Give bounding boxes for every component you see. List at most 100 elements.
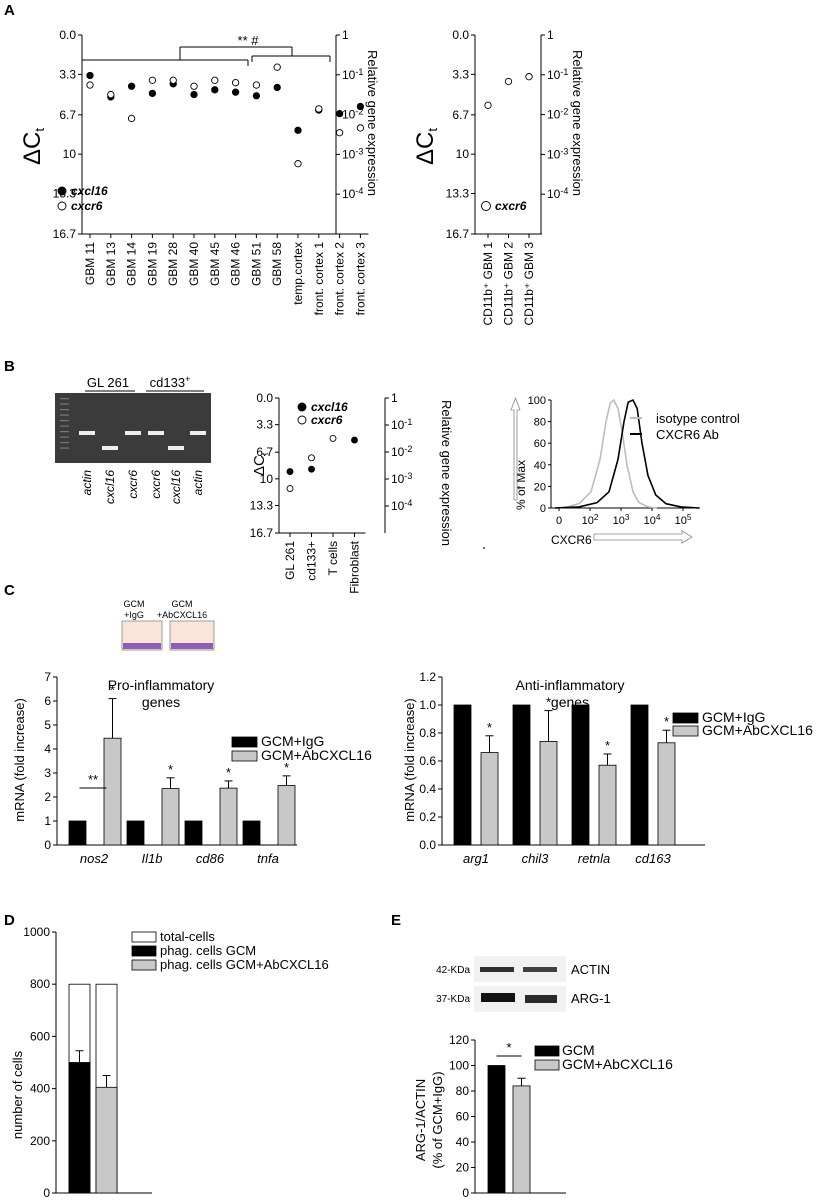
A2-ytick-label: 0.0 bbox=[452, 28, 469, 42]
C-pro-legend-label-igg: GCM+IgG bbox=[261, 733, 324, 749]
flow-xtick-label: 104 bbox=[644, 513, 661, 527]
E-blot-band-arg1-gcm bbox=[481, 993, 515, 1002]
gel-lane-label-5: actin bbox=[191, 470, 205, 496]
B_dct-ylabel: ΔCt bbox=[251, 452, 270, 476]
D-ytick-label: 400 bbox=[30, 1082, 50, 1096]
A2-point-cxcr6-1 bbox=[504, 77, 513, 86]
A1-point-cxcr6-2 bbox=[127, 114, 136, 123]
C_anti-ytick-label: 0.4 bbox=[419, 782, 436, 796]
B_dct-ytick-label: 13.3 bbox=[250, 499, 274, 513]
gel-band-actin bbox=[190, 431, 206, 435]
A2-legend-label-cxcr6: cxcr6 bbox=[495, 199, 527, 213]
E-legend-label-ab: GCM+AbCXCL16 bbox=[562, 1056, 673, 1072]
stray-dot bbox=[483, 547, 485, 549]
C_pro-ytick-label: 7 bbox=[44, 670, 51, 684]
C-anti-legend-label-ab: GCM+AbCXCL16 bbox=[702, 722, 813, 738]
schematic-well-label-line2-1: +AbCXCL16 bbox=[157, 610, 207, 620]
E-blot-label-arg1: ARG-1 bbox=[571, 991, 611, 1006]
B_dct-ytick-label: 16.7 bbox=[250, 526, 274, 540]
B_dct-xtick-label-cd133-: cd133+ bbox=[305, 541, 319, 581]
D-ytick-label: 200 bbox=[30, 1134, 50, 1148]
A1-point-cxcr6-3 bbox=[148, 76, 157, 84]
E-blot-band-actin-gcm bbox=[480, 967, 514, 972]
A1-ytick-label: 3.3 bbox=[59, 67, 76, 81]
A1-y2tick-label: 10-4 bbox=[342, 186, 363, 201]
C-anti-xtick-label-chil3: chil3 bbox=[522, 851, 550, 866]
A1-point-cxcr6-13 bbox=[356, 124, 365, 132]
A1-point-cxcr6-0 bbox=[86, 81, 94, 89]
flow-legend-label-isotype: isotype control bbox=[656, 411, 740, 426]
gel-lane-label-2: cxcr6 bbox=[126, 470, 140, 499]
gel-ladder-band bbox=[60, 447, 69, 449]
C-anti-sig-cd163: * bbox=[664, 714, 669, 729]
gel-image bbox=[55, 393, 211, 463]
A1-point-cxcl16-9 bbox=[273, 83, 281, 92]
C-anti-bar-retnla-gcm-abcxcl16 bbox=[598, 764, 617, 846]
gel-lane-label-3: cxcr6 bbox=[149, 470, 163, 499]
B_dct-point-cxcl16-3 bbox=[351, 436, 358, 444]
C-anti-bar-arg1-gcm-abcxcl16 bbox=[480, 752, 499, 846]
flow-legend-label-cxcr6: CXCR6 Ab bbox=[656, 427, 719, 442]
A2-y2label: Relative gene expression bbox=[570, 50, 585, 196]
C_anti-ytick-label: 1.2 bbox=[419, 670, 436, 684]
B_dct-ytick-label: 3.3 bbox=[256, 418, 273, 432]
A2-y2tick-label: 10-1 bbox=[547, 67, 568, 82]
B_dct-y2tick-label: 10-3 bbox=[391, 471, 412, 486]
B_dct-xtick-label-t-cells: T cells bbox=[326, 541, 340, 575]
C_pro-ytick-label: 6 bbox=[44, 694, 51, 708]
gel-ladder-band bbox=[60, 425, 69, 427]
A1-point-cxcr6-8 bbox=[252, 81, 261, 89]
E-ytick-label: 20 bbox=[456, 1161, 470, 1175]
gel-band-cxcr6 bbox=[125, 431, 141, 435]
C-pro-legend-swatch-igg bbox=[231, 736, 258, 748]
A2-y2tick-label: 1 bbox=[547, 28, 554, 42]
C_pro-ytick-label: 5 bbox=[44, 718, 51, 732]
B_dct-point-cxcl16-1 bbox=[308, 465, 315, 473]
A1-point-cxcr6-11 bbox=[315, 105, 323, 113]
A1-ytick-label: 6.7 bbox=[59, 108, 76, 122]
D-legend-label-phag-cells-gcm-abcxcl16: phag. cells GCM+AbCXCL16 bbox=[160, 957, 329, 972]
E-ytick-label: 80 bbox=[456, 1084, 470, 1098]
C-pro-title-line1: Pro-inflammatory bbox=[108, 677, 215, 693]
A1-ytick-label: 10 bbox=[63, 147, 77, 161]
gel-lane-label-4: cxcl16 bbox=[169, 470, 183, 504]
E-sig: * bbox=[506, 1040, 511, 1055]
C-anti-bar-retnla-gcm-igg bbox=[571, 704, 590, 846]
A1-point-cxcr6-12 bbox=[335, 129, 344, 137]
C-pro-bar-nos2-gcm-igg bbox=[68, 820, 87, 846]
A1-point-cxcl16-13 bbox=[356, 102, 365, 111]
A1-point-cxcl16-10 bbox=[294, 126, 302, 134]
A1-y2tick-label: 10-1 bbox=[342, 67, 363, 82]
C_pro-ytick-label: 4 bbox=[44, 742, 51, 756]
D-ylabel: number of cells bbox=[10, 1050, 25, 1139]
C-anti-bar-cd163-gcm-igg bbox=[630, 704, 649, 846]
E-ytick-label: 100 bbox=[449, 1059, 469, 1073]
C_pro-ytick-label: 3 bbox=[44, 766, 51, 780]
A1-legend-label-cxcl16: cxcl16 bbox=[71, 184, 108, 198]
C-anti-bar-arg1-gcm-igg bbox=[453, 704, 472, 846]
B_dct-xtick-label-fibroblast: Fibroblast bbox=[348, 540, 362, 593]
C-pro-legend-swatch-ab bbox=[231, 750, 258, 762]
E-legend-swatch-ab bbox=[534, 1059, 560, 1071]
E-legend-swatch-gcm bbox=[534, 1045, 560, 1057]
C-pro-bar-tnfa-gcm-abcxcl16 bbox=[277, 785, 296, 846]
E-blot-band-arg1-ab bbox=[525, 995, 557, 1003]
flow-ytick-label: 100 bbox=[528, 395, 546, 407]
D-bar-phag-gcm-abcxcl16 bbox=[95, 1086, 118, 1194]
gel-ladder-band bbox=[60, 436, 69, 438]
A1-point-cxcr6-1 bbox=[107, 90, 115, 99]
gel-band-cxcr6 bbox=[148, 431, 164, 435]
flow-xtick-label: 102 bbox=[582, 513, 599, 527]
B-legend-marker-cxcr6 bbox=[297, 415, 307, 425]
D-legend-swatch-phag-cells-gcm-abcxcl16 bbox=[131, 959, 157, 971]
flow-ytick-label: 20 bbox=[534, 481, 546, 493]
C_anti-ytick-label: 0.8 bbox=[419, 726, 436, 740]
C-anti-bar-chil3-gcm-igg bbox=[512, 704, 531, 846]
gel-ladder-band bbox=[60, 403, 69, 405]
C-pro-bar-Il1b-gcm-igg bbox=[126, 820, 145, 846]
B_dct-y2tick-label: 10-1 bbox=[391, 417, 412, 432]
A2-y2tick-label: 10-2 bbox=[547, 107, 568, 122]
C-pro-bar-cd86-gcm-abcxcl16 bbox=[219, 787, 238, 846]
E-ytick-label: 60 bbox=[456, 1110, 470, 1124]
